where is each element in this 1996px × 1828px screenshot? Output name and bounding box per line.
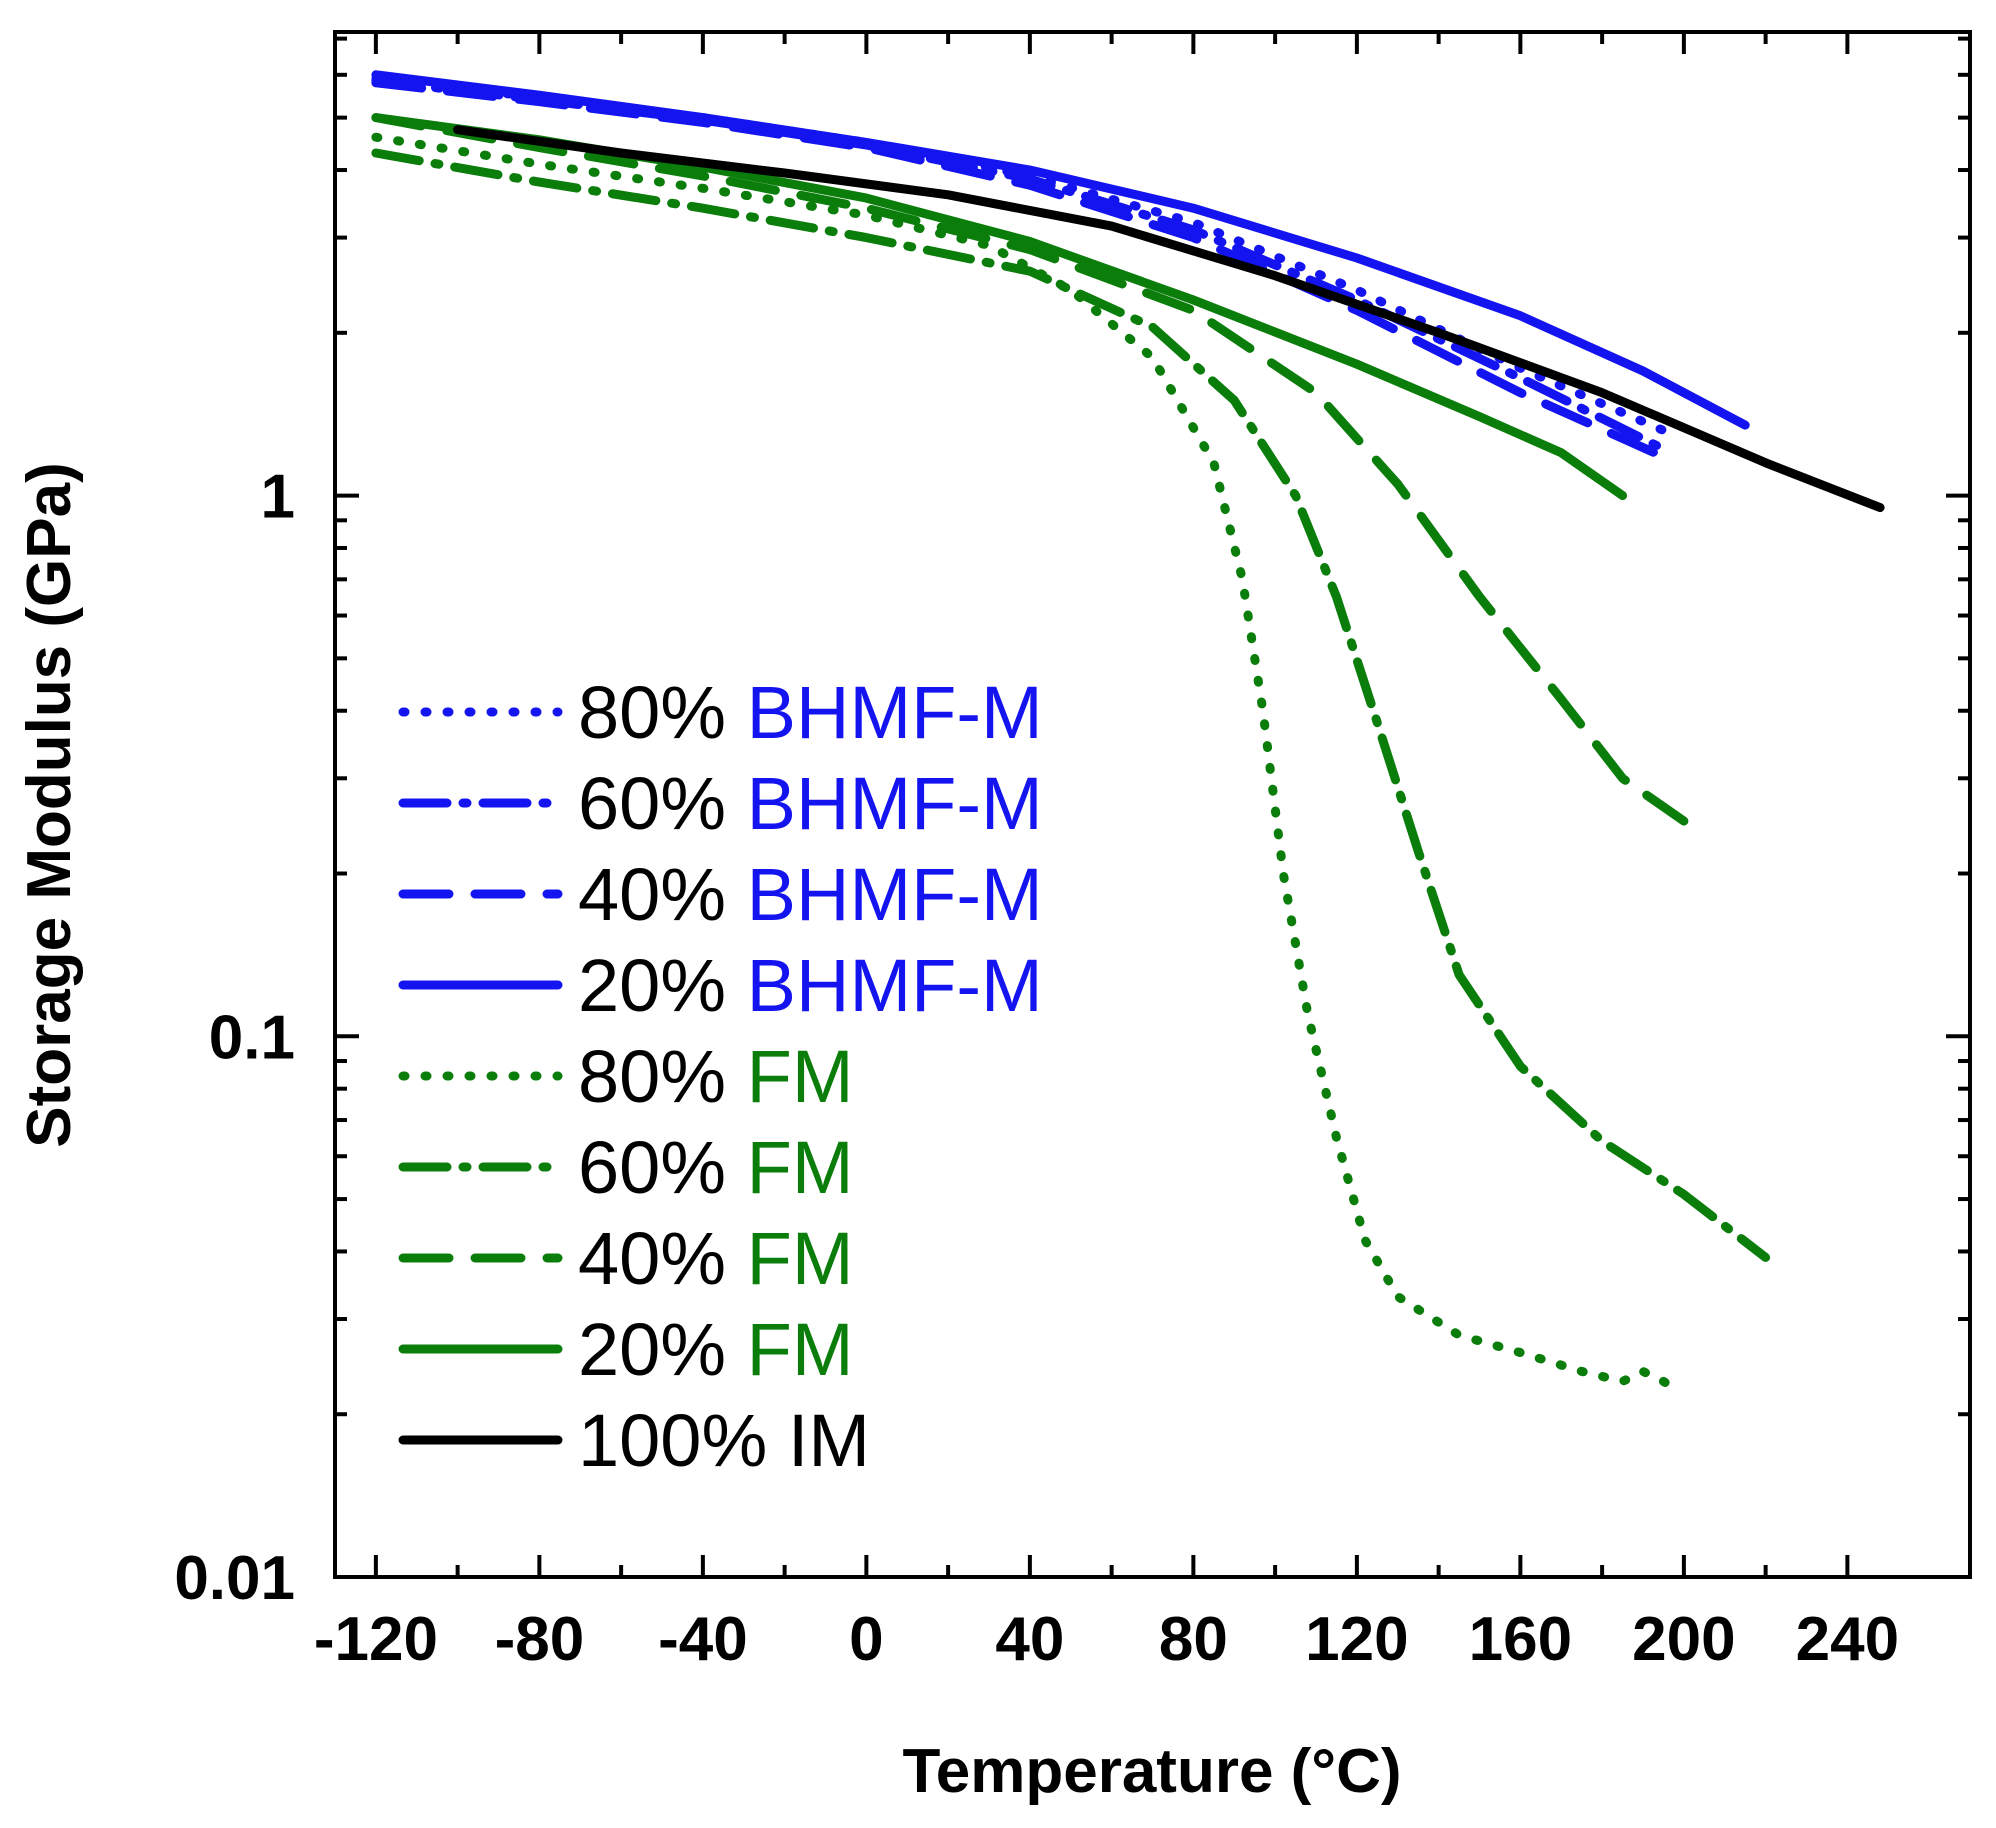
- legend-material: BHMF-M: [747, 944, 1043, 1027]
- y-ticks: 0.01 0.1 1: [174, 36, 1970, 1613]
- legend-percent: 20%: [578, 1308, 747, 1391]
- y-tick-label: 0.01: [174, 1544, 295, 1613]
- x-tick-label: -80: [495, 1605, 585, 1674]
- legend-material: IM: [788, 1399, 870, 1482]
- plot-frame: [333, 30, 1972, 1579]
- x-tick-label: 120: [1305, 1605, 1408, 1674]
- legend-label-20pct-fm: 20% FM: [578, 1308, 854, 1391]
- series-line-80pct-fm: [371, 132, 1685, 1397]
- legend-label-80pct-bhmf-m: 80% BHMF-M: [578, 671, 1043, 754]
- legend-percent: 60%: [578, 1126, 747, 1209]
- x-axis-title: Temperature (°C): [902, 1737, 1401, 1806]
- legend-material: BHMF-M: [747, 671, 1043, 754]
- series-line-20pct-fm: [371, 113, 1628, 501]
- legend-percent: 20%: [578, 944, 747, 1027]
- series-line-60pct-fm: [371, 148, 1771, 1262]
- legend-material: FM: [747, 1217, 854, 1300]
- legend-material: BHMF-M: [747, 853, 1043, 936]
- legend-label-40pct-bhmf-m: 40% BHMF-M: [578, 853, 1043, 936]
- legend-percent: 80%: [578, 671, 747, 754]
- legend-label-80pct-fm: 80% FM: [578, 1035, 854, 1118]
- legend-material: FM: [747, 1308, 854, 1391]
- x-tick-label: 40: [995, 1605, 1064, 1674]
- legend-percent: 100%: [578, 1399, 788, 1482]
- x-tick-label: 160: [1469, 1605, 1572, 1674]
- legend-label-60pct-bhmf-m: 60% BHMF-M: [578, 762, 1043, 845]
- x-tick-label: 240: [1796, 1605, 1899, 1674]
- legend-percent: 80%: [578, 1035, 747, 1118]
- x-tick-label: 0: [849, 1605, 883, 1674]
- legend-label-20pct-bhmf-m: 20% BHMF-M: [578, 944, 1043, 1027]
- x-tick-label: 200: [1632, 1605, 1735, 1674]
- legend-percent: 40%: [578, 1217, 747, 1300]
- legend-material: FM: [747, 1035, 854, 1118]
- legend-label-60pct-fm: 60% FM: [578, 1126, 854, 1209]
- legend-material: BHMF-M: [747, 762, 1043, 845]
- series-line-40pct-fm: [371, 113, 1689, 826]
- legend-label-100pct-im: 100% IM: [578, 1399, 870, 1482]
- series-line-100pct-im: [453, 125, 1885, 513]
- legend-percent: 40%: [578, 853, 747, 936]
- legend-percent: 60%: [578, 762, 747, 845]
- x-tick-label: -120: [314, 1605, 438, 1674]
- x-tick-label: 80: [1159, 1605, 1228, 1674]
- series-line-80pct-bhmf-m: [371, 74, 1677, 439]
- legend: 80% BHMF-M60% BHMF-M40% BHMF-M20% BHMF-M…: [398, 671, 1043, 1482]
- series-line-40pct-bhmf-m: [371, 78, 1668, 462]
- legend-label-40pct-fm: 40% FM: [578, 1217, 854, 1300]
- series-line-20pct-bhmf-m: [371, 70, 1750, 430]
- legend-material: FM: [747, 1126, 854, 1209]
- y-tick-label: 0.1: [209, 1003, 295, 1072]
- x-ticks: -120 -80 -40 0 40 80 120 160 200 240: [314, 32, 1899, 1674]
- series-layer: [371, 70, 1885, 1397]
- x-tick-label: -40: [658, 1605, 748, 1674]
- y-axis-title: Storage Modulus (GPa): [15, 462, 84, 1147]
- y-tick-label: 1: [261, 463, 295, 532]
